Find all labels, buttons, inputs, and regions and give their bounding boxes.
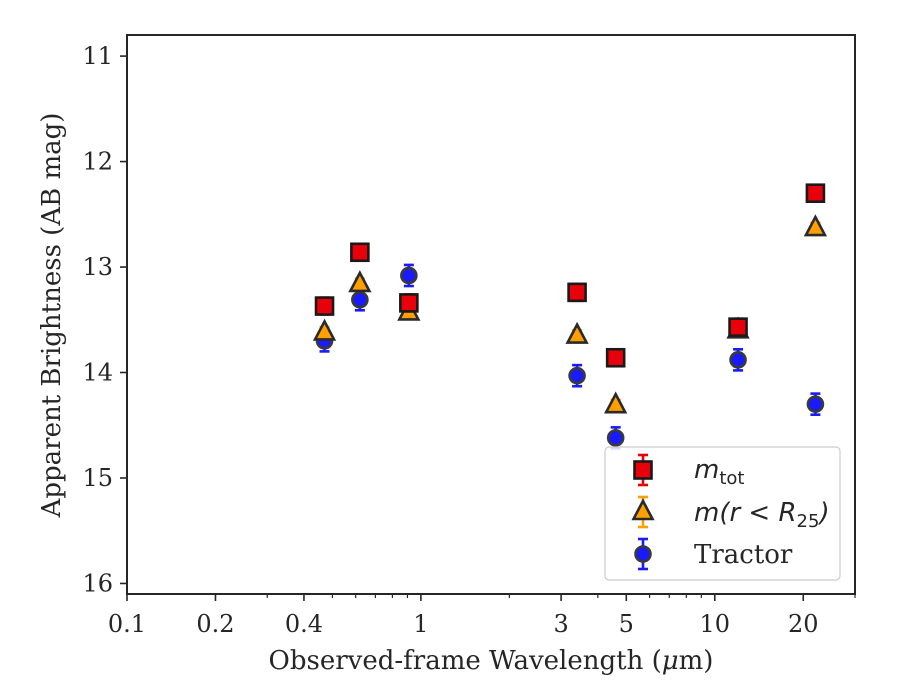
point-mr25 [604, 391, 628, 414]
point-mr25 [803, 214, 828, 237]
x-tick-label: 0.2 [196, 610, 234, 638]
y-tick-label: 11 [82, 42, 113, 70]
point-mtot [567, 282, 587, 303]
point-mr25 [565, 321, 589, 344]
point-mtot [399, 293, 419, 313]
point-tractor [400, 266, 418, 285]
x-axis-label: Observed-frame Wavelength (μm) [269, 646, 714, 676]
point-mr25 [348, 270, 372, 293]
legend-label-mr25: m(r < R25) [694, 498, 830, 532]
point-mtot [350, 242, 370, 263]
plot-frame [126, 34, 856, 595]
y-tick-label: 12 [82, 148, 113, 176]
legend-marker-mr25 [631, 498, 655, 521]
legend-markers [631, 453, 655, 571]
legend-marker-mtot [633, 460, 653, 480]
point-tractor [729, 351, 747, 369]
point-tractor [806, 395, 825, 413]
x-tick-label: 5 [619, 610, 634, 638]
y-tick-label: 13 [82, 253, 113, 281]
y-axis-label: Apparent Brightness (AB mag) [37, 113, 67, 519]
point-mtot [605, 347, 626, 368]
legend: mtot m(r < R25) Tractor [604, 446, 841, 581]
x-tick-label: 3 [553, 610, 568, 638]
point-tractor [568, 366, 586, 385]
legend-frame [604, 446, 841, 581]
x-tick-label: 1 [413, 610, 428, 638]
point-mtot [805, 183, 826, 204]
point-tractor [351, 290, 369, 309]
y-tick-label: 15 [82, 464, 113, 492]
x-tick-label: 0.4 [285, 610, 323, 638]
point-mtot [728, 317, 748, 337]
point-mtot [314, 296, 335, 316]
y-tick-label: 14 [82, 359, 113, 387]
data-marks [312, 183, 828, 450]
x-tick-label: 20 [788, 610, 819, 638]
point-mr25 [312, 318, 337, 341]
legend-marker-tractor [634, 545, 652, 563]
x-tick-label: 10 [700, 610, 731, 638]
legend-label-mtot: mtot [694, 455, 744, 489]
series-mtot [314, 183, 826, 368]
legend-label-tractor: Tractor [694, 540, 793, 570]
x-tick-label: 0.1 [108, 610, 146, 638]
y-tick-label: 16 [82, 569, 113, 597]
point-tractor [606, 429, 625, 447]
